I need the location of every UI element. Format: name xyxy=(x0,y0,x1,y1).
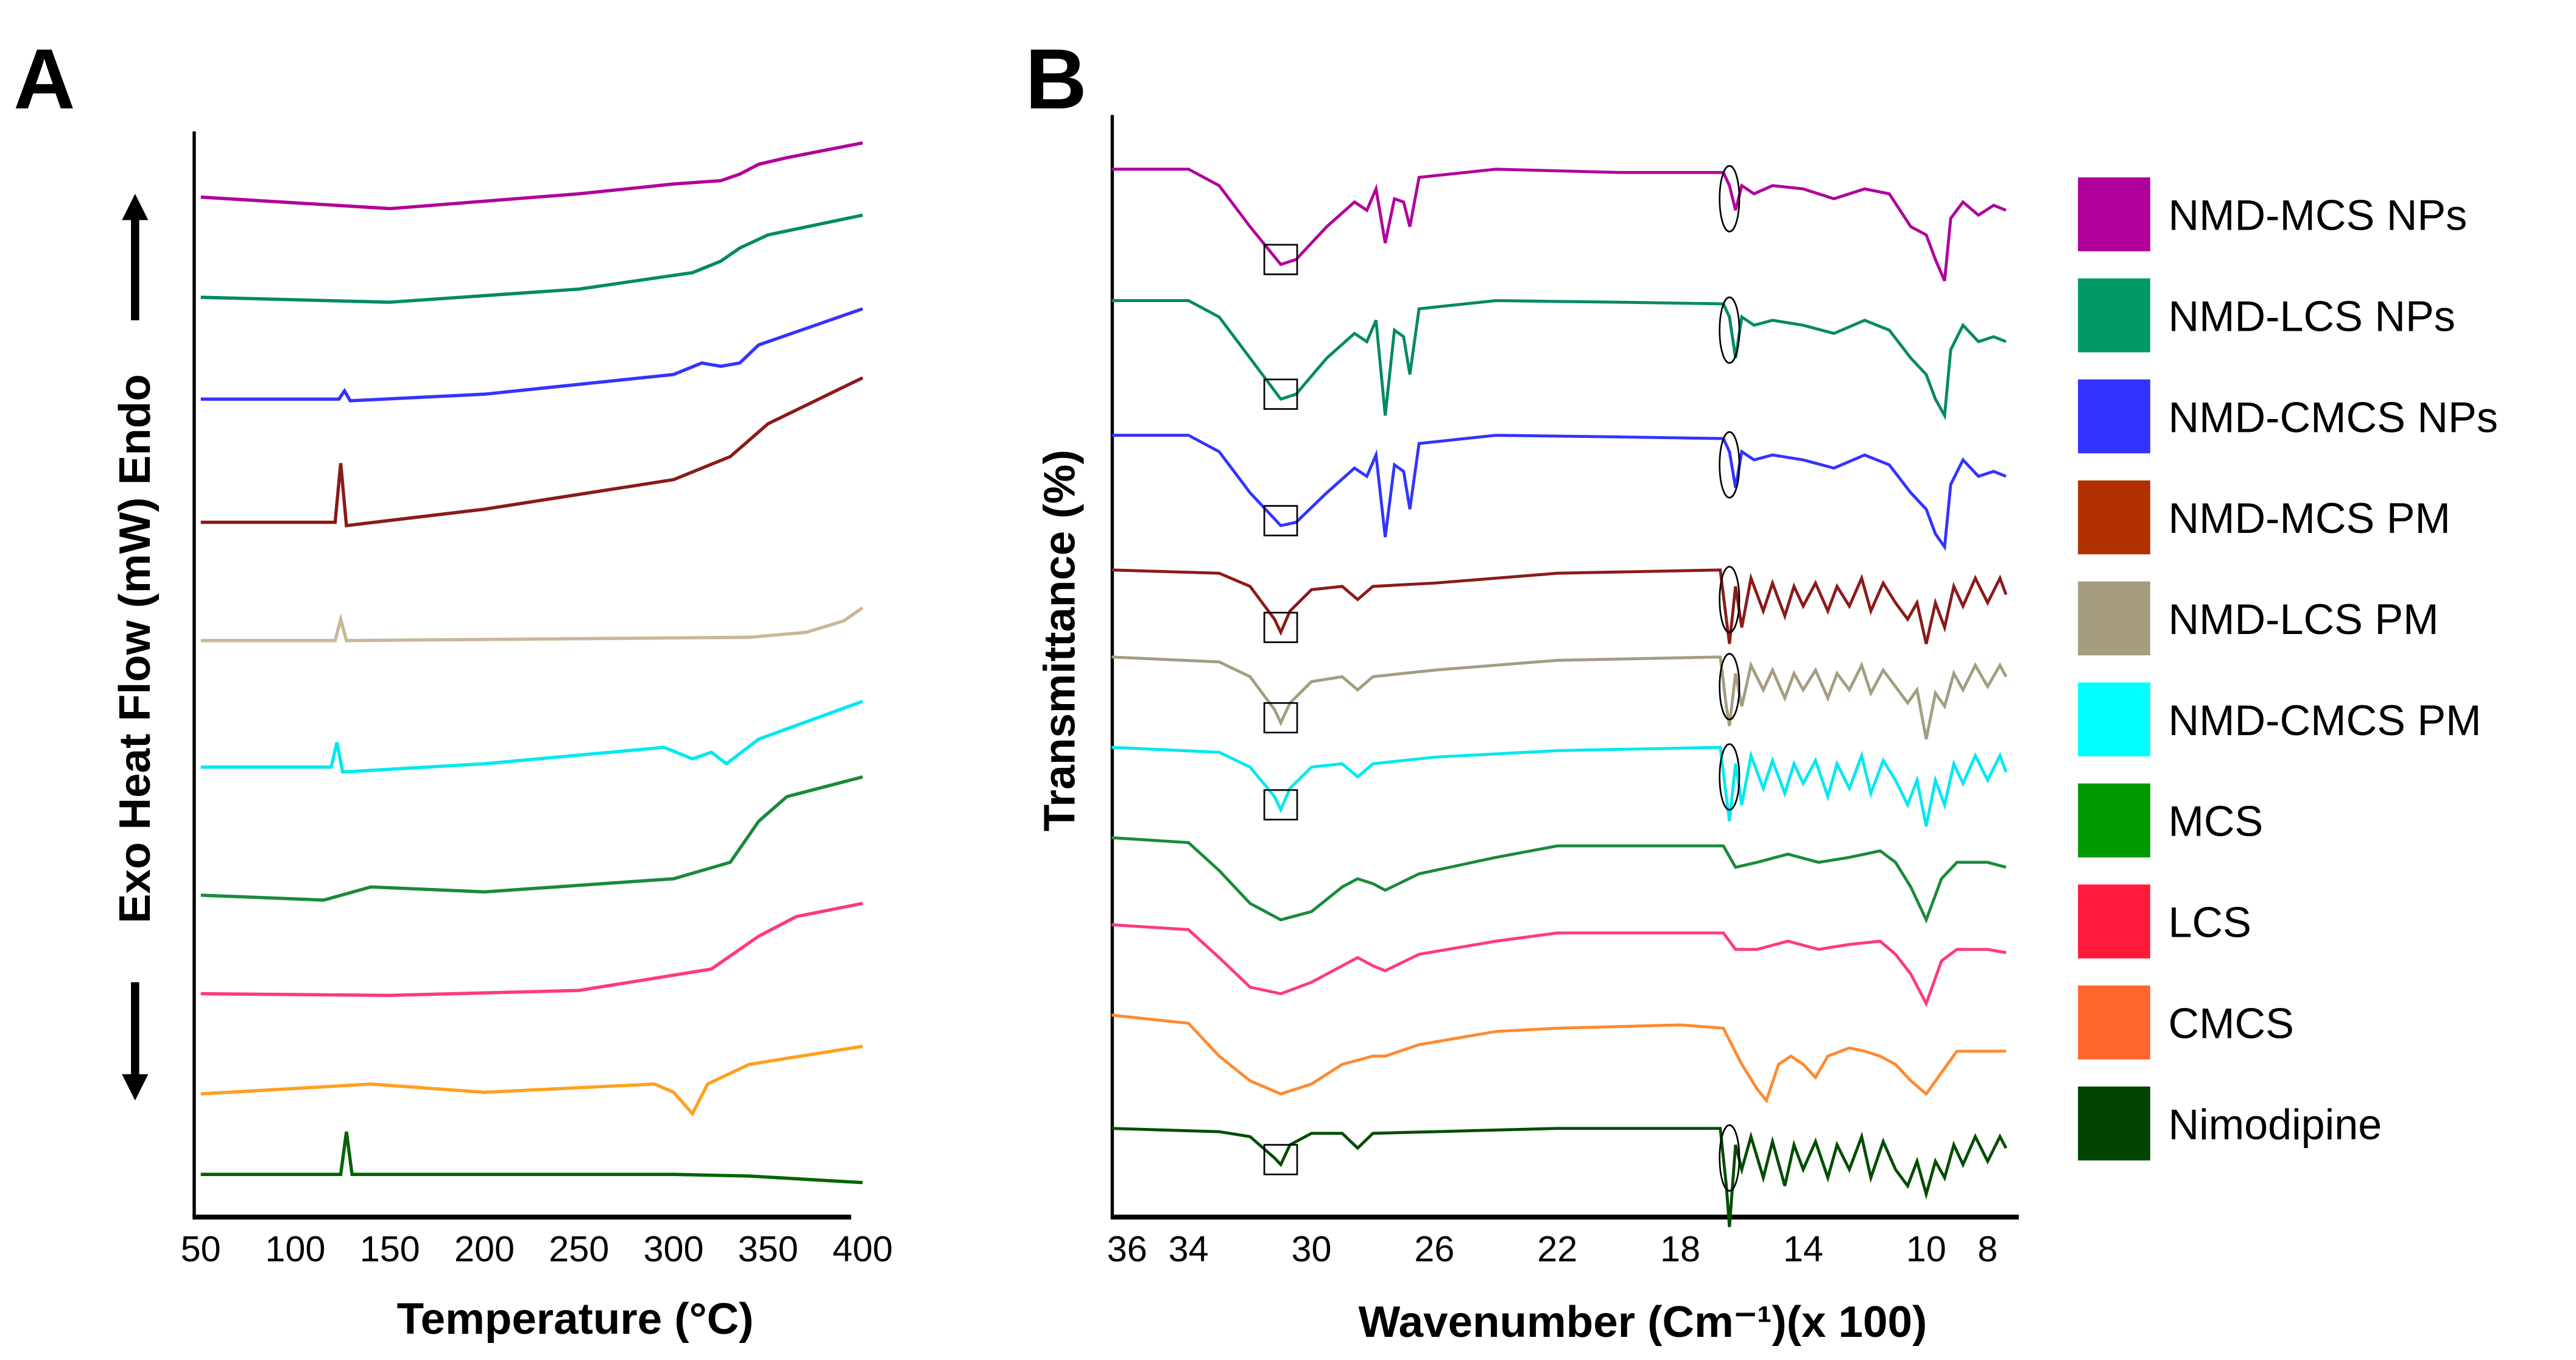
dsc-x-tick-label: 100 xyxy=(265,1228,325,1269)
dsc-curve-cmcs xyxy=(200,1045,863,1117)
peak-ellipse-marker xyxy=(1719,566,1740,633)
ftir-curve-lcs xyxy=(1111,923,2007,1007)
legend-label: Nimodipine xyxy=(2169,1101,2382,1148)
dsc-curve-nmd-cmcs-pm xyxy=(200,700,864,774)
dsc-curve-nimodipine xyxy=(200,1131,863,1185)
peak-ellipse-marker xyxy=(1719,653,1740,721)
ftir-curve-nmd-mcs-nps xyxy=(1111,167,2007,282)
ftir-curve-cmcs xyxy=(1111,1013,2007,1104)
ftir-x-axis-title: Wavenumber (Cm⁻¹)(x 100) xyxy=(1359,1297,1927,1347)
legend-swatch xyxy=(2078,985,2150,1060)
dsc-curve-nmd-mcs-pm xyxy=(200,376,864,528)
legend-label: NMD-LCS NPs xyxy=(2169,292,2455,340)
legend-label: NMD-MCS PM xyxy=(2169,495,2451,542)
peak-ellipse-marker xyxy=(1719,743,1740,811)
legend-item: NMD-CMCS NPs xyxy=(2078,379,2498,454)
legend-item: LCS xyxy=(2078,884,2251,959)
ftir-curve-mcs xyxy=(1111,836,2007,924)
peak-box-marker xyxy=(1263,505,1298,537)
ftir-curve-nmd-cmcs-nps xyxy=(1111,434,2007,551)
ftir-curve-nmd-lcs-nps xyxy=(1111,299,2007,421)
legend-label: NMD-LCS PM xyxy=(2169,596,2439,643)
legend-swatch xyxy=(2078,177,2150,252)
peak-box-marker xyxy=(1263,1144,1298,1175)
ftir-curve-nmd-lcs-pm xyxy=(1111,655,2008,740)
legend-item: NMD-CMCS PM xyxy=(2078,682,2482,756)
legend-swatch xyxy=(2078,480,2150,555)
peak-ellipse-marker xyxy=(1719,165,1740,233)
legend-swatch xyxy=(2078,379,2150,454)
peak-box-marker xyxy=(1263,789,1298,821)
panel-label-a: A xyxy=(13,31,75,127)
legend-swatch xyxy=(2078,783,2150,858)
legend-item: NMD-LCS NPs xyxy=(2078,278,2455,353)
legend-label: NMD-CMCS NPs xyxy=(2169,393,2498,441)
arrow-head-down-icon xyxy=(122,1074,149,1101)
legend-label: CMCS xyxy=(2169,999,2294,1047)
dsc-x-axis-title: Temperature (°C) xyxy=(397,1294,754,1344)
dsc-x-tick-label: 150 xyxy=(360,1228,420,1269)
ftir-y-axis-title: Transmittance (%) xyxy=(1035,449,1084,831)
dsc-curves xyxy=(200,141,864,1185)
legend-label: NMD-MCS NPs xyxy=(2169,192,2468,239)
dsc-curve-mcs xyxy=(200,775,864,902)
ftir-curve-nmd-cmcs-pm xyxy=(1111,745,2008,826)
dsc-x-tick-label: 250 xyxy=(549,1228,609,1269)
dsc-curve-lcs xyxy=(200,901,864,997)
legend-item: MCS xyxy=(2078,783,2264,858)
legend-item: Nimodipine xyxy=(2078,1086,2382,1161)
dsc-y-axis-title-group: Exo Heat Flow (mW) Endo xyxy=(110,194,160,1101)
ftir-x-tick-label: 10 xyxy=(1906,1228,1946,1269)
legend-item: NMD-MCS PM xyxy=(2078,480,2451,555)
ftir-annotations xyxy=(1263,165,1740,1192)
legend-swatch xyxy=(2078,682,2150,756)
legend-swatch xyxy=(2078,884,2150,959)
dsc-curve-nmd-lcs-pm xyxy=(200,606,864,643)
ftir-x-tick-label: 22 xyxy=(1537,1228,1577,1269)
ftir-x-tick-label: 36 xyxy=(1107,1228,1147,1269)
peak-box-marker xyxy=(1263,702,1298,734)
legend-item: NMD-LCS PM xyxy=(2078,581,2439,656)
ftir-x-ticks: 36 34 30 26 22 18 14 10 8 xyxy=(1107,1228,1998,1269)
peak-ellipse-marker xyxy=(1719,1124,1740,1192)
ftir-curve-nmd-mcs-pm xyxy=(1111,568,2008,644)
dsc-y-axis-title: Exo Heat Flow (mW) Endo xyxy=(110,374,160,923)
dsc-x-tick-label: 300 xyxy=(643,1228,703,1269)
legend-label: NMD-CMCS PM xyxy=(2169,697,2482,744)
dsc-x-tick-label: 200 xyxy=(454,1228,515,1269)
ftir-x-tick-label: 30 xyxy=(1292,1228,1332,1269)
dsc-x-tick-label: 350 xyxy=(738,1228,798,1269)
legend-label: LCS xyxy=(2169,899,2251,946)
dsc-curve-nmd-mcs-nps xyxy=(200,141,864,211)
legend-item: CMCS xyxy=(2078,985,2294,1060)
peak-box-marker xyxy=(1263,244,1298,275)
ftir-x-tick-label: 34 xyxy=(1169,1228,1209,1269)
legend-label: MCS xyxy=(2169,798,2264,845)
ftir-x-tick-label: 18 xyxy=(1660,1228,1700,1269)
ftir-curves xyxy=(1111,167,2008,1227)
ftir-x-tick-label: 8 xyxy=(1977,1228,1997,1269)
ftir-x-tick-label: 14 xyxy=(1783,1228,1823,1269)
dsc-x-ticks: 50 100 150 200 250 300 350 400 xyxy=(181,1228,893,1269)
legend-item: NMD-MCS NPs xyxy=(2078,177,2468,252)
legend-swatch xyxy=(2078,581,2150,656)
legend-swatch xyxy=(2078,1086,2150,1161)
ftir-curve-nimodipine xyxy=(1111,1127,2008,1227)
dsc-x-tick-label: 50 xyxy=(181,1228,221,1269)
peak-ellipse-marker xyxy=(1719,431,1740,499)
dsc-x-tick-label: 400 xyxy=(832,1228,893,1269)
legend-swatch xyxy=(2078,278,2150,353)
arrow-head-up-icon xyxy=(122,194,149,220)
peak-box-marker xyxy=(1263,611,1298,643)
panel-label-b: B xyxy=(1026,31,1087,127)
dsc-curve-nmd-cmcs-nps xyxy=(200,307,864,403)
dsc-curve-nmd-lcs-nps xyxy=(200,213,864,304)
peak-box-marker xyxy=(1263,378,1298,410)
ftir-x-tick-label: 26 xyxy=(1414,1228,1454,1269)
legend: NMD-MCS NPs NMD-LCS NPs NMD-CMCS NPs NMD-MC… xyxy=(2078,177,2498,1161)
peak-ellipse-marker xyxy=(1719,296,1740,364)
